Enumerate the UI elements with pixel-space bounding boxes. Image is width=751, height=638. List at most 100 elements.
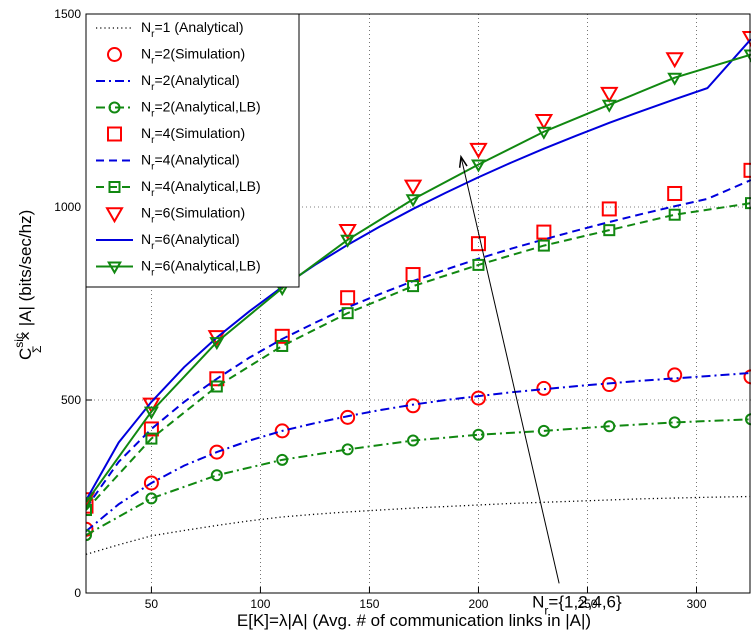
- data-point-triangle: [601, 99, 617, 113]
- y-axis-label: Csic Σ × |A| (bits/sec/hz): [12, 210, 44, 360]
- legend-label-sub: r: [151, 188, 155, 199]
- x-tick-label: 50: [145, 597, 159, 611]
- series-layer: [86, 30, 751, 556]
- data-point-triangle: [741, 30, 751, 47]
- data-point-circle: [743, 369, 751, 385]
- series-n-r-6-simulation-: [86, 30, 751, 509]
- annotation-label-main: N: [532, 592, 544, 611]
- legend-label: Nr=4(Analytical): [141, 152, 240, 173]
- series-n-r-4-simulation-: [86, 162, 751, 514]
- legend-label-rest: =4(Analytical): [154, 152, 239, 168]
- legend-label-main: N: [141, 152, 151, 168]
- data-point-triangle: [536, 126, 552, 140]
- data-point-triangle: [86, 492, 96, 509]
- data-point-square: [341, 307, 354, 320]
- data-point-circle: [108, 101, 121, 114]
- data-point-circle: [210, 469, 223, 482]
- data-point-circle: [86, 529, 92, 542]
- data-point-square: [470, 236, 486, 252]
- data-point-triangle: [143, 406, 159, 420]
- data-point-circle: [274, 423, 290, 439]
- legend-label: Nr=6(Analytical): [141, 231, 240, 252]
- legend-label-sub: r: [151, 215, 155, 226]
- data-point-square: [668, 208, 681, 221]
- legend-label: Nr=2(Analytical,LB): [141, 99, 261, 120]
- legend-label: Nr=6(Simulation): [141, 205, 245, 226]
- legend-label-sub: r: [151, 82, 155, 93]
- legend-entry: Nr=6(Analytical): [96, 231, 240, 252]
- data-point-circle: [405, 398, 421, 414]
- data-point-square: [143, 421, 159, 437]
- y-tick-label: 0: [74, 586, 81, 600]
- data-point-square: [601, 201, 617, 217]
- data-point-circle: [472, 428, 485, 441]
- x-tick-label: 100: [250, 597, 270, 611]
- x-tick-label: 300: [686, 597, 706, 611]
- legend-entry: Nr=2(Simulation): [107, 46, 245, 67]
- legend-entry: Nr=4(Analytical): [96, 152, 240, 173]
- plot-frame: [85, 13, 751, 594]
- data-point-circle: [341, 443, 354, 456]
- data-point-triangle: [340, 234, 356, 248]
- annotation-label-sub: r: [544, 603, 548, 617]
- data-point-square: [145, 432, 158, 445]
- legend-label-main: N: [141, 72, 151, 88]
- data-point-triangle: [405, 194, 421, 208]
- data-point-triangle: [209, 337, 225, 351]
- annotation-arrow-head: [458, 154, 468, 168]
- legend-box: [85, 13, 300, 288]
- data-point-square: [472, 258, 485, 271]
- data-point-circle: [107, 47, 122, 62]
- data-point-triangle: [470, 159, 486, 173]
- legend-label-main: N: [141, 19, 151, 35]
- data-point-triangle: [86, 497, 94, 511]
- data-point-square: [86, 498, 94, 514]
- series-n-r-2-analytical-lb-: [86, 413, 751, 542]
- legend-label-rest: =1 (Analytical): [154, 19, 243, 35]
- y-axis-label-rest: × |A| (bits/sec/hz): [16, 210, 35, 346]
- data-point-circle: [86, 521, 94, 537]
- legend-label-sub: r: [151, 268, 155, 279]
- legend-label-rest: =4(Analytical,LB): [154, 178, 260, 194]
- legend-label-rest: =4(Simulation): [154, 125, 245, 141]
- data-point-triangle: [338, 223, 357, 240]
- legend-entry: Nr=2(Analytical): [96, 72, 240, 93]
- annotation-label: Nr={1,2,4,6}: [532, 592, 622, 617]
- y-tick-label: 500: [61, 393, 81, 407]
- y-axis-label-sub: Σ: [30, 346, 44, 353]
- series-line: [86, 495, 751, 556]
- data-point-square: [667, 185, 683, 201]
- series-line: [86, 202, 751, 511]
- data-point-square: [107, 126, 122, 142]
- legend-label: Nr=2(Simulation): [141, 46, 245, 67]
- legend-label-main: N: [141, 46, 151, 62]
- series-n-r-2-analytical-: [86, 371, 751, 533]
- series-n-r-6-analytical-lb-: [86, 49, 751, 511]
- data-point-square: [209, 371, 225, 387]
- legend-label-main: N: [141, 258, 151, 274]
- legend-label-rest: =2(Analytical,LB): [154, 99, 260, 115]
- legend-label-sub: r: [151, 56, 155, 67]
- data-point-circle: [668, 416, 681, 429]
- x-axis-label: E[K]=λ|A| (Avg. # of communication links…: [237, 611, 591, 630]
- annotation-label-rest: ={1,2,4,6}: [548, 592, 622, 611]
- data-point-circle: [143, 475, 159, 491]
- series-line: [86, 371, 751, 533]
- data-point-circle: [407, 434, 420, 447]
- legend-label: Nr=6(Analytical,LB): [141, 258, 261, 279]
- legend-label-sub: r: [151, 109, 155, 120]
- data-point-square: [276, 339, 289, 352]
- legend-label: Nr=4(Analytical,LB): [141, 178, 261, 199]
- data-point-circle: [276, 453, 289, 466]
- legend-label: Nr=2(Analytical): [141, 72, 240, 93]
- legend-label-main: N: [141, 231, 151, 247]
- series-line: [86, 38, 751, 501]
- y-tick-label: 1500: [54, 7, 81, 21]
- data-point-triangle: [105, 207, 124, 224]
- series-line: [86, 53, 751, 503]
- data-point-square: [536, 224, 552, 240]
- data-point-circle: [537, 424, 550, 437]
- legend-label-rest: =2(Simulation): [154, 46, 245, 62]
- data-point-triangle: [743, 49, 751, 63]
